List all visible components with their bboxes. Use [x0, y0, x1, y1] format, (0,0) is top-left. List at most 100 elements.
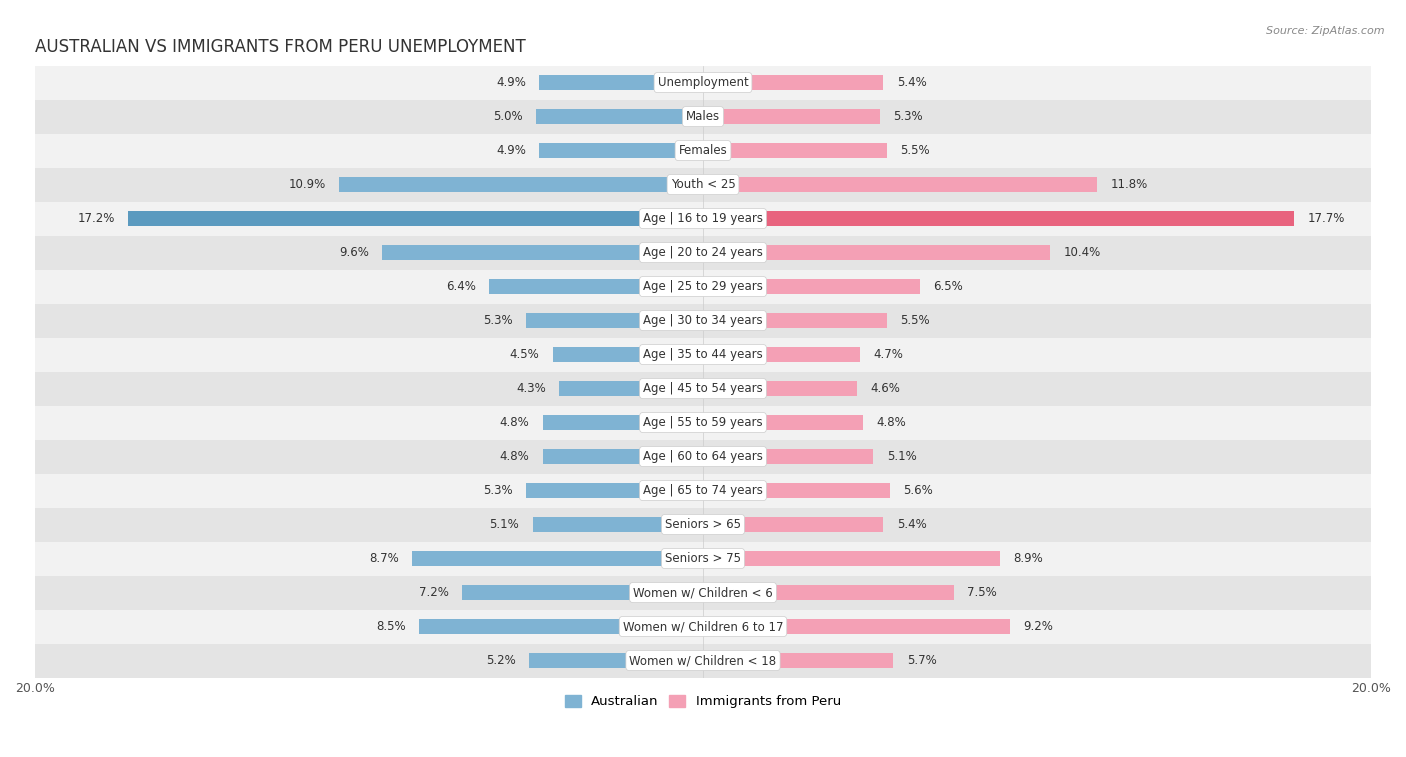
- Bar: [35, 66, 1371, 100]
- Bar: [703, 313, 887, 329]
- Bar: [35, 507, 1371, 541]
- Bar: [35, 338, 1371, 372]
- Bar: [703, 245, 1050, 260]
- Text: 5.3%: 5.3%: [484, 484, 513, 497]
- Bar: [536, 109, 703, 124]
- Bar: [703, 109, 880, 124]
- Bar: [703, 551, 1000, 566]
- Bar: [560, 381, 703, 396]
- Bar: [35, 440, 1371, 474]
- Bar: [703, 619, 1011, 634]
- Text: 4.6%: 4.6%: [870, 382, 900, 395]
- Text: 5.4%: 5.4%: [897, 518, 927, 531]
- Text: 8.5%: 8.5%: [375, 620, 406, 633]
- Bar: [339, 177, 703, 192]
- Text: Age | 16 to 19 years: Age | 16 to 19 years: [643, 212, 763, 225]
- Text: Females: Females: [679, 144, 727, 157]
- Bar: [35, 575, 1371, 609]
- Text: Women w/ Children < 6: Women w/ Children < 6: [633, 586, 773, 599]
- Bar: [703, 381, 856, 396]
- Text: 4.8%: 4.8%: [499, 416, 529, 429]
- Bar: [35, 201, 1371, 235]
- Bar: [412, 551, 703, 566]
- Bar: [543, 415, 703, 430]
- Text: 5.6%: 5.6%: [904, 484, 934, 497]
- Bar: [526, 483, 703, 498]
- Text: 9.6%: 9.6%: [339, 246, 368, 259]
- Bar: [35, 474, 1371, 507]
- Bar: [703, 653, 893, 668]
- Bar: [533, 517, 703, 532]
- Bar: [703, 347, 860, 362]
- Bar: [703, 483, 890, 498]
- Text: 4.9%: 4.9%: [496, 76, 526, 89]
- Text: Women w/ Children 6 to 17: Women w/ Children 6 to 17: [623, 620, 783, 633]
- Text: Age | 25 to 29 years: Age | 25 to 29 years: [643, 280, 763, 293]
- Bar: [128, 211, 703, 226]
- Legend: Australian, Immigrants from Peru: Australian, Immigrants from Peru: [560, 690, 846, 714]
- Text: 7.2%: 7.2%: [419, 586, 449, 599]
- Text: Age | 20 to 24 years: Age | 20 to 24 years: [643, 246, 763, 259]
- Bar: [35, 167, 1371, 201]
- Bar: [382, 245, 703, 260]
- Text: 5.2%: 5.2%: [486, 654, 516, 667]
- Text: 9.2%: 9.2%: [1024, 620, 1053, 633]
- Text: Seniors > 75: Seniors > 75: [665, 552, 741, 565]
- Bar: [703, 177, 1097, 192]
- Bar: [35, 235, 1371, 269]
- Bar: [35, 133, 1371, 167]
- Bar: [703, 415, 863, 430]
- Bar: [543, 449, 703, 464]
- Text: Unemployment: Unemployment: [658, 76, 748, 89]
- Text: 4.8%: 4.8%: [499, 450, 529, 463]
- Text: 4.9%: 4.9%: [496, 144, 526, 157]
- Text: 17.7%: 17.7%: [1308, 212, 1346, 225]
- Text: 5.1%: 5.1%: [489, 518, 519, 531]
- Text: 4.3%: 4.3%: [516, 382, 546, 395]
- Text: 4.5%: 4.5%: [509, 348, 540, 361]
- Text: Women w/ Children < 18: Women w/ Children < 18: [630, 654, 776, 667]
- Text: 5.1%: 5.1%: [887, 450, 917, 463]
- Bar: [463, 585, 703, 600]
- Bar: [35, 304, 1371, 338]
- Bar: [35, 269, 1371, 304]
- Text: 5.0%: 5.0%: [494, 110, 523, 123]
- Text: Age | 55 to 59 years: Age | 55 to 59 years: [643, 416, 763, 429]
- Text: Source: ZipAtlas.com: Source: ZipAtlas.com: [1267, 26, 1385, 36]
- Text: 5.3%: 5.3%: [484, 314, 513, 327]
- Bar: [35, 541, 1371, 575]
- Bar: [35, 609, 1371, 643]
- Text: Age | 65 to 74 years: Age | 65 to 74 years: [643, 484, 763, 497]
- Text: 4.7%: 4.7%: [873, 348, 903, 361]
- Text: 11.8%: 11.8%: [1111, 178, 1147, 191]
- Bar: [526, 313, 703, 329]
- Text: 6.5%: 6.5%: [934, 280, 963, 293]
- Text: 17.2%: 17.2%: [77, 212, 115, 225]
- Text: 10.4%: 10.4%: [1064, 246, 1101, 259]
- Bar: [35, 100, 1371, 133]
- Text: 5.4%: 5.4%: [897, 76, 927, 89]
- Text: 5.7%: 5.7%: [907, 654, 936, 667]
- Text: 5.5%: 5.5%: [900, 314, 929, 327]
- Text: 10.9%: 10.9%: [288, 178, 326, 191]
- Text: 7.5%: 7.5%: [967, 586, 997, 599]
- Bar: [35, 406, 1371, 440]
- Bar: [419, 619, 703, 634]
- Text: 6.4%: 6.4%: [446, 280, 475, 293]
- Text: 5.5%: 5.5%: [900, 144, 929, 157]
- Bar: [540, 75, 703, 90]
- Text: 8.7%: 8.7%: [370, 552, 399, 565]
- Bar: [35, 643, 1371, 678]
- Text: 4.8%: 4.8%: [877, 416, 907, 429]
- Bar: [703, 279, 920, 294]
- Text: Age | 30 to 34 years: Age | 30 to 34 years: [643, 314, 763, 327]
- Text: Age | 35 to 44 years: Age | 35 to 44 years: [643, 348, 763, 361]
- Bar: [703, 143, 887, 158]
- Text: Seniors > 65: Seniors > 65: [665, 518, 741, 531]
- Bar: [529, 653, 703, 668]
- Text: Age | 60 to 64 years: Age | 60 to 64 years: [643, 450, 763, 463]
- Text: Youth < 25: Youth < 25: [671, 178, 735, 191]
- Bar: [703, 585, 953, 600]
- Bar: [703, 75, 883, 90]
- Bar: [540, 143, 703, 158]
